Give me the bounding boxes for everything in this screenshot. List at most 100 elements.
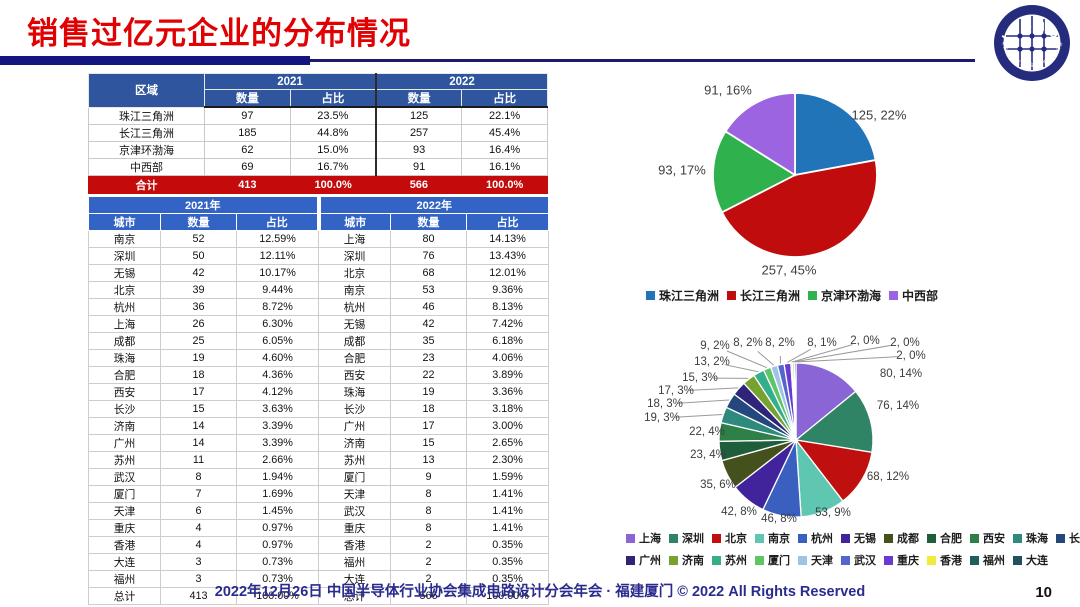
value-cell: 13.43% bbox=[466, 247, 550, 265]
value-cell: 10.17% bbox=[235, 264, 320, 282]
table-row: 合肥 18 4.36% 西安 22 3.89% bbox=[88, 366, 550, 384]
region-name-cell: 中西部 bbox=[88, 158, 205, 176]
legend-item: 成都 bbox=[884, 530, 919, 546]
table-row: 北京 39 9.44% 南京 53 9.36% bbox=[88, 281, 550, 299]
legend-item: 福州 bbox=[970, 552, 1005, 568]
city-name-cell: 广州 bbox=[88, 434, 161, 452]
table-row: 成都 25 6.05% 成都 35 6.18% bbox=[88, 332, 550, 350]
city-name-cell: 成都 bbox=[318, 332, 392, 350]
pie-data-label: 2, 0% bbox=[890, 337, 920, 349]
legend-item: 重庆 bbox=[884, 552, 919, 568]
legend-label: 珠江三角洲 bbox=[658, 289, 719, 303]
table-row: 苏州 11 2.66% 苏州 13 2.30% bbox=[88, 451, 550, 469]
table-row: 重庆 4 0.97% 重庆 8 1.41% bbox=[88, 519, 550, 537]
legend-label: 无锡 bbox=[854, 533, 876, 545]
city-name-cell: 大连 bbox=[88, 553, 161, 571]
legend-item: 天津 bbox=[798, 552, 833, 568]
legend-label: 天津 bbox=[811, 555, 833, 567]
share-header: 占比 bbox=[461, 89, 548, 108]
legend-label: 成都 bbox=[897, 533, 919, 545]
value-cell: 39 bbox=[160, 281, 237, 299]
legend-marker-icon bbox=[808, 291, 817, 300]
city-name-cell: 武汉 bbox=[88, 468, 161, 486]
value-cell: 36 bbox=[160, 298, 237, 316]
total-cell: 合计 bbox=[88, 175, 205, 194]
value-cell: 7 bbox=[160, 485, 237, 503]
pie-data-label: 80, 14% bbox=[879, 368, 923, 380]
city-pie-legend-row2: 广州 济南 苏州 厦门 天津 武汉 重庆 香港 福州 大连 bbox=[626, 552, 1056, 568]
city-name-cell: 重庆 bbox=[88, 519, 161, 537]
label-leader-line bbox=[724, 364, 759, 373]
table-row: 福州 3 0.73% 大连 2 0.35% bbox=[88, 570, 550, 588]
legend-item: 长江三角洲 bbox=[726, 287, 800, 304]
value-cell: 125 bbox=[375, 106, 463, 125]
legend-label: 重庆 bbox=[897, 555, 919, 567]
value-cell: 69 bbox=[204, 158, 291, 176]
total-cell: 100.0% bbox=[461, 175, 548, 194]
value-cell: 8 bbox=[390, 485, 468, 503]
pie-data-label: 53, 9% bbox=[815, 507, 851, 519]
value-cell: 26 bbox=[160, 315, 237, 333]
city-name-cell: 深圳 bbox=[88, 247, 161, 265]
city-name-cell: 广州 bbox=[318, 417, 392, 435]
pie-data-label: 35, 6% bbox=[700, 479, 736, 491]
legend-item: 深圳 bbox=[669, 530, 704, 546]
label-leader-line bbox=[793, 344, 893, 363]
legend-marker-icon bbox=[889, 291, 899, 300]
table-row: 西安 17 4.12% 珠海 19 3.36% bbox=[88, 383, 550, 401]
city-name-cell: 成都 bbox=[88, 332, 161, 350]
pie-data-label: 125, 22% bbox=[851, 107, 907, 123]
label-leader-line bbox=[787, 348, 811, 363]
value-cell: 45.4% bbox=[461, 124, 548, 142]
value-cell: 8 bbox=[390, 502, 468, 520]
value-cell: 4.36% bbox=[235, 366, 320, 384]
legend-item: 广州 bbox=[626, 552, 661, 568]
value-cell: 15.0% bbox=[289, 141, 377, 159]
legend-marker-icon bbox=[798, 533, 807, 543]
legend-label: 广州 bbox=[639, 555, 661, 567]
legend-item: 南京 bbox=[755, 530, 790, 546]
value-cell: 11 bbox=[160, 451, 237, 469]
value-cell: 25 bbox=[160, 332, 237, 350]
value-cell: 16.7% bbox=[289, 158, 377, 176]
legend-marker-icon bbox=[884, 533, 893, 543]
city-name-cell: 无锡 bbox=[88, 264, 161, 282]
value-cell: 185 bbox=[204, 124, 291, 142]
legend-item: 西安 bbox=[970, 530, 1005, 546]
legend-label: 中西部 bbox=[902, 289, 939, 303]
year-2022-group-header: 2022年 bbox=[316, 196, 550, 214]
column-header: 数量 bbox=[390, 213, 468, 231]
legend-label: 南京 bbox=[768, 533, 790, 545]
pie-data-label: 8, 1% bbox=[807, 337, 837, 349]
value-cell: 12.01% bbox=[466, 264, 550, 282]
page-title: 销售过亿元企业的分布情况 bbox=[27, 16, 411, 51]
value-cell: 1.41% bbox=[466, 519, 550, 537]
title-underline-thin bbox=[310, 59, 975, 62]
pie-data-label: 15, 3% bbox=[682, 372, 718, 384]
total-cell: 566 bbox=[375, 175, 463, 194]
city-name-cell: 长沙 bbox=[318, 400, 392, 418]
value-cell: 18 bbox=[390, 400, 468, 418]
legend-marker-icon bbox=[712, 533, 721, 543]
value-cell: 4 bbox=[160, 536, 237, 554]
label-leader-line bbox=[795, 356, 899, 363]
legend-marker-icon bbox=[726, 291, 736, 300]
city-name-cell: 长沙 bbox=[88, 400, 161, 418]
legend-marker-icon bbox=[669, 555, 678, 565]
value-cell: 8.72% bbox=[235, 298, 320, 316]
value-cell: 12.11% bbox=[235, 247, 320, 265]
pie-data-label: 22, 4% bbox=[689, 426, 725, 438]
table-row: 济南 14 3.39% 广州 17 3.00% bbox=[88, 417, 550, 435]
table-row: 京津环渤海 62 15.0% 93 16.4% bbox=[88, 141, 548, 159]
legend-item: 武汉 bbox=[841, 552, 876, 568]
value-cell: 6.05% bbox=[235, 332, 320, 350]
legend-item: 上海 bbox=[626, 530, 661, 546]
region-pie-chart: 125, 22% 257, 45% 93, 17% 91, 16% 珠江三角洲 长江三角… bbox=[600, 75, 1080, 315]
pie-data-label: 17, 3% bbox=[658, 385, 694, 397]
city-detail-table: 2021年 2022年 城市 数量 占比 城市 数量 占比 南京 52 12.59% 上海 80 1… bbox=[87, 196, 550, 605]
value-cell: 4.60% bbox=[235, 349, 320, 367]
legend-marker-icon bbox=[1013, 555, 1022, 565]
legend-item: 合肥 bbox=[927, 530, 962, 546]
city-name-cell: 苏州 bbox=[88, 451, 161, 469]
